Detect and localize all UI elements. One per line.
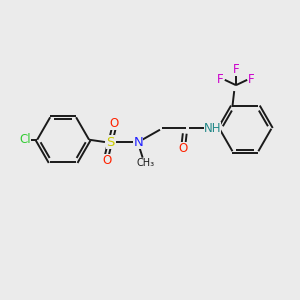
Text: S: S <box>106 136 114 148</box>
Text: NH: NH <box>204 122 221 135</box>
Text: Cl: Cl <box>20 133 31 146</box>
Text: F: F <box>248 74 255 86</box>
Text: O: O <box>178 142 188 155</box>
Text: N: N <box>133 136 143 148</box>
Text: O: O <box>109 117 119 130</box>
Text: F: F <box>233 63 239 76</box>
Text: CH₃: CH₃ <box>136 158 154 168</box>
Text: F: F <box>218 74 224 86</box>
Text: O: O <box>102 154 111 167</box>
